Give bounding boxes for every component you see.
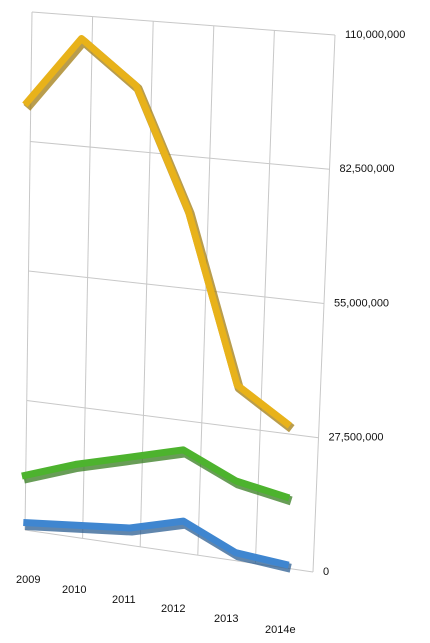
x-tick-label: 2010 [62,584,86,596]
x-tick-label: 2011 [112,594,136,606]
line [22,35,292,429]
grid-line [30,141,330,170]
y-tick-label: 0 [323,566,329,578]
line [23,517,290,569]
line-shadow [23,37,295,433]
y-tick-label: 82,500,000 [340,163,395,175]
y-tick-label: 110,000,000 [345,29,405,41]
grid-line [26,400,319,439]
x-tick-label: 2014e [265,624,296,636]
x-tick-label: 2012 [161,603,185,615]
x-tick-label: 2009 [16,574,40,586]
line-shadow [25,519,292,573]
grid-line [31,11,336,36]
grid-line [28,270,325,304]
line [21,446,291,502]
line-shadow [22,448,293,506]
y-tick-label: 55,000,000 [334,297,389,309]
x-tick-label: 2013 [214,613,238,625]
y-tick-label: 27,500,000 [329,432,384,444]
